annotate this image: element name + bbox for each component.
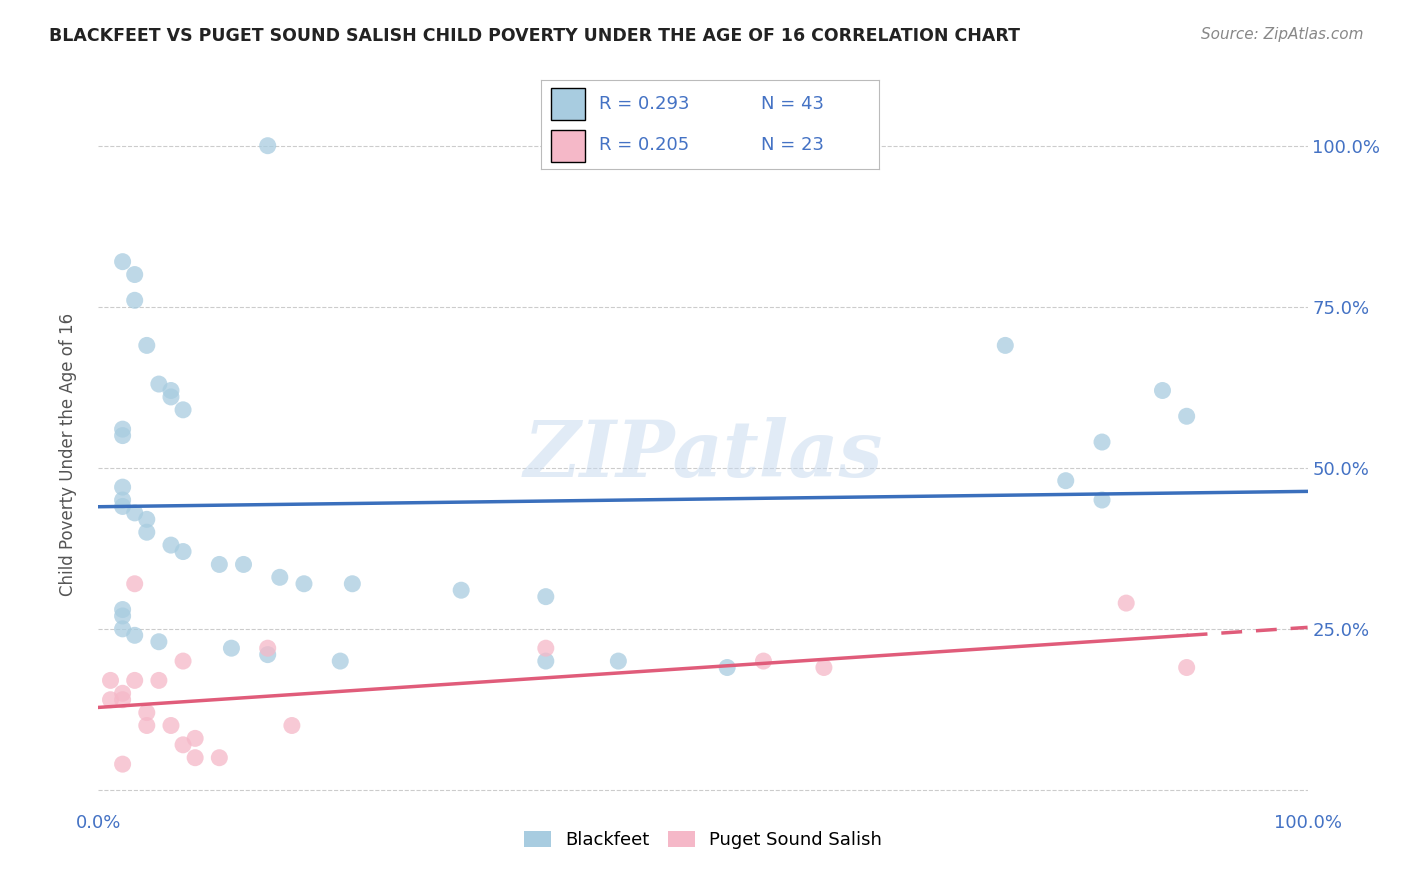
Point	[160, 718, 183, 732]
Point	[124, 628, 146, 642]
Point	[232, 558, 254, 572]
Point	[148, 673, 170, 688]
Point	[111, 428, 134, 442]
Text: ZIPatlas: ZIPatlas	[523, 417, 883, 493]
Text: N = 43: N = 43	[761, 95, 824, 113]
Point	[135, 718, 157, 732]
Point	[716, 660, 738, 674]
Point	[1175, 660, 1198, 674]
Point	[124, 673, 146, 688]
Point	[1091, 435, 1114, 450]
Point	[534, 654, 557, 668]
FancyBboxPatch shape	[551, 130, 585, 162]
Point	[607, 654, 630, 668]
Point	[208, 558, 231, 572]
Point	[111, 757, 134, 772]
Point	[184, 750, 207, 764]
Point	[450, 583, 472, 598]
Point	[1091, 493, 1114, 508]
Point	[111, 686, 134, 700]
Point	[534, 641, 557, 656]
Point	[329, 654, 352, 668]
Point	[1175, 409, 1198, 424]
FancyBboxPatch shape	[551, 88, 585, 120]
Point	[813, 660, 835, 674]
Point	[111, 622, 134, 636]
Point	[1054, 474, 1077, 488]
Point	[256, 138, 278, 153]
Point	[124, 506, 146, 520]
Point	[292, 576, 315, 591]
Point	[752, 654, 775, 668]
Y-axis label: Child Poverty Under the Age of 16: Child Poverty Under the Age of 16	[59, 313, 77, 597]
Point	[221, 641, 243, 656]
Point	[135, 512, 157, 526]
Point	[172, 654, 194, 668]
Point	[100, 673, 122, 688]
Point	[342, 576, 364, 591]
Point	[111, 422, 134, 436]
Point	[534, 590, 557, 604]
Point	[100, 692, 122, 706]
Point	[1115, 596, 1137, 610]
Point	[135, 338, 157, 352]
Point	[111, 480, 134, 494]
Point	[172, 402, 194, 417]
Point	[172, 544, 194, 558]
Point	[148, 634, 170, 648]
Point	[124, 293, 146, 308]
Point	[281, 718, 304, 732]
Point	[111, 493, 134, 508]
Point	[124, 576, 146, 591]
Point	[111, 500, 134, 514]
Point	[135, 525, 157, 540]
Point	[135, 706, 157, 720]
Point	[111, 692, 134, 706]
Point	[256, 648, 278, 662]
Point	[994, 338, 1017, 352]
Point	[172, 738, 194, 752]
Text: BLACKFEET VS PUGET SOUND SALISH CHILD POVERTY UNDER THE AGE OF 16 CORRELATION CH: BLACKFEET VS PUGET SOUND SALISH CHILD PO…	[49, 27, 1021, 45]
Point	[148, 377, 170, 392]
Point	[184, 731, 207, 746]
Point	[111, 602, 134, 616]
Text: N = 23: N = 23	[761, 136, 824, 154]
Point	[208, 750, 231, 764]
Point	[111, 609, 134, 624]
Point	[111, 254, 134, 268]
Point	[124, 268, 146, 282]
Legend: Blackfeet, Puget Sound Salish: Blackfeet, Puget Sound Salish	[516, 823, 890, 856]
Point	[160, 538, 183, 552]
Point	[256, 641, 278, 656]
Text: R = 0.205: R = 0.205	[599, 136, 689, 154]
Point	[269, 570, 291, 584]
Point	[160, 390, 183, 404]
Point	[160, 384, 183, 398]
Text: R = 0.293: R = 0.293	[599, 95, 689, 113]
Point	[1152, 384, 1174, 398]
Text: Source: ZipAtlas.com: Source: ZipAtlas.com	[1201, 27, 1364, 42]
